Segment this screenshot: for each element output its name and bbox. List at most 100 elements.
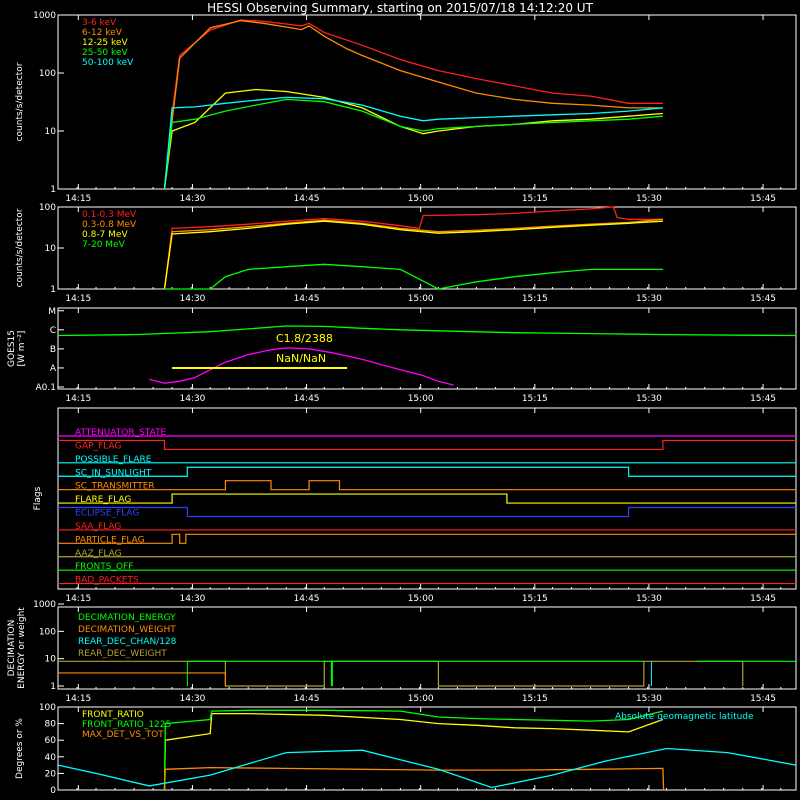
goes-ylabel-units: [W m⁻²] <box>17 331 27 367</box>
series-line <box>57 325 797 337</box>
flags-xtick-label: 15:15 <box>522 594 548 604</box>
flags-xtick-label: 14:15 <box>65 594 91 604</box>
series-line <box>163 19 663 190</box>
goes-xtick-label: 15:15 <box>522 394 548 404</box>
flag-label: PARTICLE_FLAG <box>75 535 145 545</box>
gamma-ytick-label: 10 <box>45 244 57 254</box>
flags-xtick-label: 14:45 <box>294 594 320 604</box>
goes-xtick-label: 14:30 <box>179 394 205 404</box>
legend-entry: FRONT_RATIO <box>82 710 144 720</box>
legend-entry: 0.1-0.3 MeV <box>82 210 137 220</box>
gamma-ytick-label: 1 <box>50 285 56 295</box>
decimation-xtick-label: 14:30 <box>179 694 205 704</box>
ratios-ytick-label: 60 <box>45 736 57 746</box>
flag-line <box>58 493 796 504</box>
legend-entry: FRONT_RATIO_1225 <box>82 720 171 730</box>
flag-label: GAP_FLAG <box>75 441 121 451</box>
goes-ylabel: GOES15 <box>7 330 17 367</box>
gamma-ylabel: counts/s/detector <box>15 208 25 287</box>
goes-annotation-nan: NaN/NaN <box>276 352 326 365</box>
series-line <box>163 218 663 290</box>
flags-frame <box>57 407 797 590</box>
flags-xtick-label: 15:30 <box>636 594 662 604</box>
flag-label: FRONTS_OFF <box>75 562 133 572</box>
flag-label: ECLIPSE_FLAG <box>75 509 139 519</box>
goes-xtick-label: 15:00 <box>408 394 434 404</box>
flag-line <box>58 506 796 518</box>
series-line <box>163 766 665 791</box>
legend-entry: MAX_DET_VS_TOT <box>82 730 164 740</box>
dec-ylabel: DECIMATION <box>7 620 17 677</box>
gamma-xtick-label: 14:45 <box>294 294 320 304</box>
dec-ylabel2: ENERGY or weight <box>17 607 27 689</box>
flags-xtick-label: 14:30 <box>179 594 205 604</box>
ratios-frame <box>57 706 797 791</box>
gamma-xtick-label: 15:15 <box>522 294 548 304</box>
gamma-ytick-label: 100 <box>39 203 56 213</box>
gamma-xtick-label: 15:30 <box>636 294 662 304</box>
ratios-ytick-label: 0 <box>50 786 56 796</box>
decimation-xtick-label: 15:00 <box>408 694 434 704</box>
flag-label: SC_IN_SUNLIGHT <box>75 468 152 478</box>
legend-entry-right: Absolute geomagnetic latitude <box>615 712 754 722</box>
flag-label: FLARE_FLAG <box>75 495 131 505</box>
series-line <box>163 709 664 791</box>
flags-ylabel: Flags <box>33 486 43 510</box>
series-line <box>57 747 797 789</box>
flag-label: BAD_PACKETS <box>75 576 139 586</box>
goes-xtick-label: 15:45 <box>750 394 776 404</box>
goes-ytick-label: A <box>50 364 57 374</box>
flag-label: SAA_FLAG <box>75 522 121 532</box>
flag-line <box>58 466 796 477</box>
lightcurve-xtick-label: 15:15 <box>522 194 548 204</box>
legend-entry: 0.8-7 MeV <box>82 230 128 240</box>
lightcurve-ylabel: counts/s/detector <box>15 62 25 141</box>
legend-entry: 3-6 keV <box>82 18 117 28</box>
ratios-ytick-label: 40 <box>45 753 57 763</box>
goes-ytick-label: C <box>50 326 56 336</box>
series-line <box>163 206 663 290</box>
legend-entry: REAR_DEC_CHAN/128 <box>78 637 177 647</box>
dec-ytick-label: 1000 <box>33 600 56 610</box>
dec-ytick-label: 1 <box>50 682 56 692</box>
lightcurve-xtick-label: 14:30 <box>179 194 205 204</box>
goes-xtick-label: 15:30 <box>636 394 662 404</box>
ratios-ytick-label: 20 <box>45 769 57 779</box>
decimation-xtick-label: 14:45 <box>294 694 320 704</box>
legend-entry: 25-50 keV <box>82 48 128 58</box>
dec-weight-line <box>58 660 744 687</box>
series-line <box>149 347 454 386</box>
legend-entry: DECIMATION_ENERGY <box>78 613 176 623</box>
lightcurve-xtick-label: 14:15 <box>65 194 91 204</box>
goes-ytick-label: M <box>48 307 56 317</box>
lightcurve-ytick-label: 100 <box>39 69 56 79</box>
decimation-xtick-label: 14:15 <box>65 694 91 704</box>
flag-label: SC_TRANSMITTER <box>75 482 155 492</box>
decimation-frame <box>57 606 797 690</box>
lightcurve-ytick-label: 1 <box>50 185 56 195</box>
legend-entry: 7-20 MeV <box>82 240 126 250</box>
dec-ytick-label: 100 <box>39 627 56 637</box>
legend-entry: 6-12 keV <box>82 28 123 38</box>
goes-ytick-label: B <box>50 345 56 355</box>
lightcurve-xtick-label: 14:45 <box>294 194 320 204</box>
series-line <box>163 98 663 190</box>
flag-label: AAZ_FLAG <box>75 549 122 559</box>
flag-line <box>58 439 796 451</box>
flags-xtick-label: 15:00 <box>408 594 434 604</box>
flag-line <box>58 480 796 491</box>
legend-entry: 12-25 keV <box>82 38 128 48</box>
ratios-ylabel: Degrees or % <box>15 718 25 779</box>
series-line <box>163 712 664 791</box>
series-line <box>163 96 663 190</box>
flags-xtick-label: 15:45 <box>750 594 776 604</box>
lightcurve-ytick-label: 1000 <box>33 11 56 21</box>
lightcurve-xtick-label: 15:45 <box>750 194 776 204</box>
lightcurve-frame <box>57 14 797 190</box>
ratios-ytick-label: 100 <box>39 703 56 713</box>
goes-xtick-label: 14:15 <box>65 394 91 404</box>
dec-energy-line <box>58 672 226 686</box>
ratios-ytick-label: 80 <box>45 720 57 730</box>
lightcurve-xtick-label: 15:00 <box>408 194 434 204</box>
decimation-xtick-label: 15:45 <box>750 694 776 704</box>
